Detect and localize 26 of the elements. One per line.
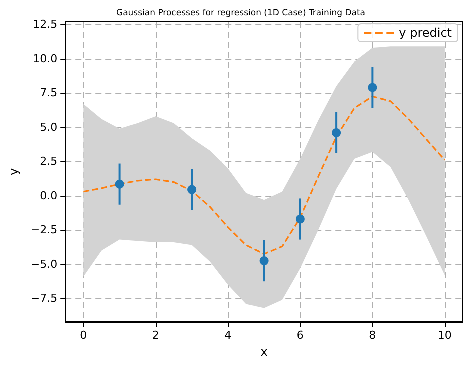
y-tick-label: −5.0 xyxy=(30,258,58,271)
y-tick-label: −7.5 xyxy=(30,292,58,306)
x-tick-label: 4 xyxy=(224,329,232,342)
point xyxy=(332,128,342,138)
y-axis-title: y xyxy=(7,168,21,176)
point xyxy=(368,83,378,92)
line-series xyxy=(82,96,446,255)
y-tick-label: −2.5 xyxy=(30,224,58,237)
y-tick-label: 10.0 xyxy=(33,52,58,66)
x-tick-label: 2 xyxy=(152,329,160,342)
x-axis-title: x xyxy=(260,344,268,359)
legend-label: y predict xyxy=(399,26,452,40)
point xyxy=(296,214,305,224)
point xyxy=(188,185,197,194)
y-tick-label: 7.5 xyxy=(40,86,58,100)
y-tick-label: 2.5 xyxy=(40,155,58,168)
x-tick-label: 0 xyxy=(80,329,88,342)
x-tick-label: 10 xyxy=(438,329,452,342)
y-tick-label: 5.0 xyxy=(40,120,58,134)
x-tick-label: 8 xyxy=(369,329,376,342)
y-tick-label: 0.0 xyxy=(40,189,58,202)
point xyxy=(115,180,124,189)
chart-title: Gaussian Processes for regression (1D Case) Training Data xyxy=(116,8,366,18)
x-tick-label: 6 xyxy=(296,329,304,342)
point xyxy=(260,256,269,266)
y-tick-label: 12.5 xyxy=(33,18,58,32)
